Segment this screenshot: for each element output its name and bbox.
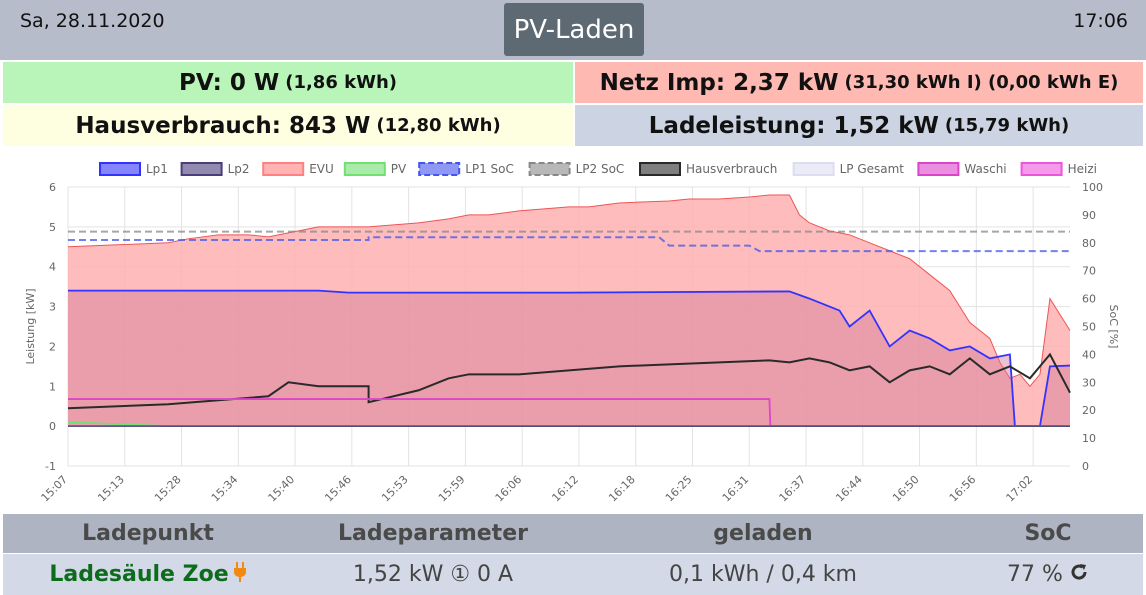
y-axis-label: Leistung [kW] [24, 288, 37, 364]
legend-swatch [917, 162, 960, 176]
col-header-soc: SoC [1024, 521, 1072, 546]
legend-label: LP1 SoC [465, 162, 514, 176]
series-hausverbrauch [67, 352, 1071, 410]
y-tick-label: 6 [49, 181, 56, 194]
y2-tick-label: 30 [1082, 376, 1096, 389]
x-tick-label: 15:13 [95, 473, 127, 505]
legend-label: Lp2 [228, 162, 250, 176]
legend-label: LP Gesamt [840, 162, 905, 176]
x-tick-label: 16:37 [777, 473, 809, 505]
legend-label: LP2 SoC [576, 162, 625, 176]
date-display: Sa, 28.11.2020 [20, 10, 165, 32]
legend-swatch [1020, 162, 1063, 176]
x-tick-label: 15:40 [266, 473, 298, 505]
col-header-geladen: geladen [713, 521, 813, 546]
legend-label: Heizi [1068, 162, 1097, 176]
legend-swatch [418, 162, 461, 176]
chargepoint-table-header: Ladepunkt Ladeparameter geladen SoC [3, 514, 1143, 553]
y-tick-label: 3 [49, 301, 56, 314]
house-value: Hausverbrauch: 843 W [75, 112, 371, 139]
y-tick-label: 4 [49, 261, 56, 274]
y-tick-label: 0 [49, 420, 56, 433]
plug-icon [233, 562, 247, 587]
chargepoint-name[interactable]: Ladesäule Zoe [49, 562, 229, 587]
y-tick-label: 2 [49, 340, 56, 353]
legend-label: Waschi [964, 162, 1006, 176]
chargepoint-row[interactable]: Ladesäule Zoe 1,52 kW ① 0 A 0,1 kWh / 0,… [3, 554, 1143, 595]
refresh-icon[interactable] [1069, 562, 1089, 588]
x-tick-label: 15:59 [436, 473, 468, 505]
x-tick-label: 15:46 [322, 473, 354, 505]
y2-tick-label: 100 [1082, 181, 1103, 194]
charge-params: 1,52 kW ① 0 A [352, 562, 514, 587]
y-tick-label: 1 [49, 380, 56, 393]
pv-stat: PV: 0 W (1,86 kWh) [3, 62, 573, 103]
y2-tick-label: 40 [1082, 348, 1096, 361]
chargepoint-name-cell[interactable]: Ladesäule Zoe [3, 554, 293, 595]
x-tick-label: 16:12 [549, 473, 581, 505]
y2-tick-label: 80 [1082, 237, 1096, 250]
x-tick-label: 16:50 [890, 473, 922, 505]
y2-tick-label: 10 [1082, 432, 1096, 445]
pv-value: PV: 0 W [179, 69, 280, 96]
legend-swatch [262, 162, 305, 176]
y-tick-label: -1 [45, 460, 56, 473]
x-tick-label: 16:06 [493, 473, 525, 505]
legend-label: Lp1 [146, 162, 168, 176]
power-chart: -1 0 1 2 3 4 5 6 0 10 20 30 40 50 60 70 80 90 100 15:07 15:1… [0, 150, 1146, 512]
charging-value: Ladeleistung: 1,52 kW [648, 112, 939, 139]
mode-button[interactable]: PV-Laden [504, 3, 644, 56]
x-tick-label: 16:56 [947, 473, 979, 505]
series-lp1-soc [68, 236, 1070, 253]
charging-power-stat: Ladeleistung: 1,52 kW (15,79 kWh) [575, 105, 1143, 146]
legend-swatch [99, 162, 141, 176]
legend-swatch [528, 162, 571, 176]
y2-tick-label: 90 [1082, 209, 1096, 222]
grid-value: Netz Imp: 2,37 kW [599, 69, 839, 96]
house-consumption-stat: Hausverbrauch: 843 W (12,80 kWh) [3, 105, 573, 146]
soc-value: 77 % [1007, 562, 1063, 587]
y2-tick-label: 20 [1082, 404, 1096, 417]
pv-energy: (1,86 kWh) [285, 72, 397, 93]
x-tick-label: 15:53 [379, 473, 411, 505]
legend-swatch [180, 162, 223, 176]
y2-tick-label: 0 [1082, 460, 1089, 473]
y-tick-label: 5 [49, 221, 56, 234]
x-tick-label: 16:25 [663, 473, 695, 505]
x-tick-label: 17:02 [1004, 473, 1036, 505]
y2-tick-label: 60 [1082, 293, 1096, 306]
series-lp1 [68, 289, 1071, 428]
col-header-ladepunkt: Ladepunkt [82, 521, 214, 546]
charging-energy: (15,79 kWh) [944, 115, 1070, 136]
time-display: 17:06 [1073, 10, 1128, 32]
legend-label: EVU [309, 162, 334, 176]
charged-amount: 0,1 kWh / 0,4 km [669, 562, 857, 587]
y2-tick-label: 70 [1082, 265, 1096, 278]
y2-tick-label: 50 [1082, 321, 1096, 334]
legend-label: PV [391, 162, 407, 176]
x-tick-label: 15:07 [39, 473, 71, 505]
series-evu-area [68, 194, 1070, 427]
legend-swatch [343, 162, 386, 176]
grid-energy: (31,30 kWh I) (0,00 kWh E) [844, 72, 1119, 93]
x-tick-label: 15:34 [209, 473, 241, 505]
x-tick-label: 15:28 [152, 473, 184, 505]
col-header-ladeparameter: Ladeparameter [338, 521, 528, 546]
grid-stat: Netz Imp: 2,37 kW (31,30 kWh I) (0,00 kW… [575, 62, 1143, 103]
legend-label: Hausverbrauch [686, 162, 777, 176]
header-bar: Sa, 28.11.2020 PV-Laden 17:06 [0, 0, 1146, 60]
house-energy: (12,80 kWh) [376, 115, 501, 136]
legend-swatch [639, 162, 681, 176]
x-tick-label: 16:31 [720, 473, 752, 505]
legend-swatch [792, 162, 835, 176]
soc-cell: 77 % [953, 554, 1143, 595]
y2-axis-label: SoC [%] [1107, 305, 1120, 349]
series-evu-line [67, 194, 1071, 388]
series-lp1-area [68, 290, 1070, 427]
x-tick-label: 16:18 [606, 473, 638, 505]
x-tick-label: 16:44 [833, 473, 865, 505]
